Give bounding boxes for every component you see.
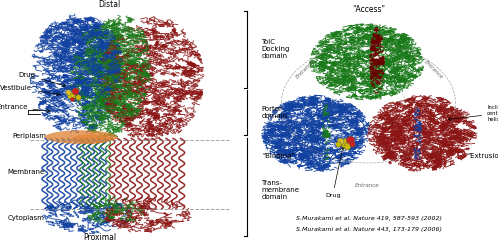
Ellipse shape — [45, 130, 118, 144]
Text: TolC
Docking
domain: TolC Docking domain — [261, 40, 290, 59]
Text: Entrance: Entrance — [423, 59, 444, 80]
Text: Cytoplasm: Cytoplasm — [7, 215, 44, 221]
Text: Periplasm: Periplasm — [12, 133, 46, 139]
Text: "Extrusion": "Extrusion" — [468, 153, 498, 159]
Text: "Access": "Access" — [352, 5, 385, 14]
Text: Entrance: Entrance — [295, 59, 316, 80]
Text: Entrance: Entrance — [355, 183, 380, 188]
Text: Inclined
central
helix: Inclined central helix — [448, 105, 498, 122]
Text: S.Murakami et al. Nature 419, 587-593 (2002): S.Murakami et al. Nature 419, 587-593 (2… — [295, 216, 442, 221]
Text: Vestibule: Vestibule — [0, 85, 60, 96]
Text: Membrane: Membrane — [7, 169, 45, 175]
Text: Proximal: Proximal — [83, 233, 116, 242]
Text: S.Murakami et al. Nature 443, 173-179 (2006): S.Murakami et al. Nature 443, 173-179 (2… — [295, 227, 442, 232]
Text: "Binding": "Binding" — [262, 153, 295, 159]
Text: Drug: Drug — [325, 147, 344, 198]
Text: Trans-
membrane
domain: Trans- membrane domain — [261, 180, 299, 200]
Text: Distal: Distal — [99, 0, 121, 9]
Ellipse shape — [71, 134, 111, 144]
Text: Drug: Drug — [19, 72, 66, 87]
Text: Porter
domain: Porter domain — [261, 106, 287, 119]
Text: Entrance: Entrance — [0, 104, 50, 113]
